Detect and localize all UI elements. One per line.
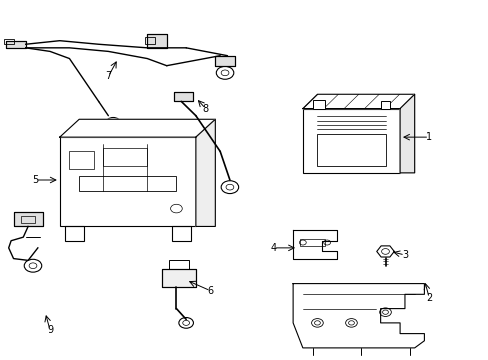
Bar — [79, 176, 176, 191]
Bar — [300, 239, 324, 246]
Text: 6: 6 — [207, 286, 213, 296]
Text: 5: 5 — [32, 175, 39, 185]
Bar — [147, 33, 166, 48]
Polygon shape — [302, 94, 414, 109]
Bar — [317, 134, 385, 166]
Text: 1: 1 — [426, 132, 431, 142]
Text: 7: 7 — [105, 71, 111, 81]
Bar — [174, 93, 193, 102]
Bar — [6, 41, 26, 48]
Polygon shape — [196, 119, 215, 226]
Bar — [69, 152, 94, 169]
Bar — [6, 41, 26, 48]
Bar — [162, 269, 196, 287]
Text: 8: 8 — [202, 104, 208, 113]
Bar — [162, 269, 196, 287]
Bar — [215, 56, 234, 66]
Bar — [169, 260, 188, 269]
Bar — [14, 212, 42, 226]
Bar — [4, 39, 14, 44]
Text: 3: 3 — [401, 250, 407, 260]
Bar — [64, 226, 84, 241]
Bar — [174, 93, 193, 102]
Polygon shape — [399, 94, 414, 173]
Text: 2: 2 — [425, 293, 431, 303]
Bar — [215, 56, 234, 66]
Bar — [60, 137, 196, 226]
Bar — [14, 212, 42, 226]
Bar — [302, 109, 399, 173]
Bar — [312, 100, 324, 109]
Text: 4: 4 — [270, 243, 276, 253]
Bar — [21, 216, 35, 223]
Polygon shape — [60, 119, 215, 137]
Bar — [380, 102, 389, 109]
Bar — [147, 33, 166, 48]
Bar — [171, 226, 191, 241]
Bar — [103, 148, 147, 166]
Text: 9: 9 — [47, 325, 53, 335]
Bar — [144, 37, 154, 44]
